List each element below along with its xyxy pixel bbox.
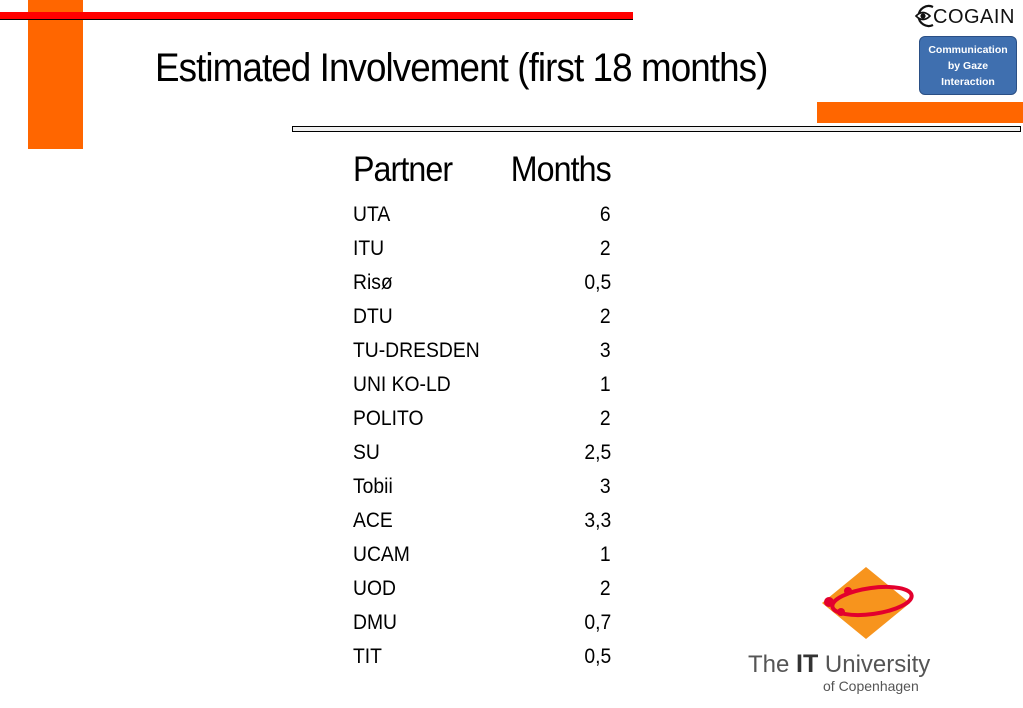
slide-title: Estimated Involvement (first 18 months) [155,46,768,90]
cogain-tagline-line: Interaction [941,76,995,88]
months-cell: 6 [600,203,611,226]
partner-cell: UNI KO-LD [353,373,451,396]
itu-university: University [818,651,931,678]
eye-icon [914,4,934,28]
months-cell: 3,3 [584,509,611,532]
partner-cell: Risø [353,271,393,294]
partner-cell: ACE [353,509,393,532]
months-cell: 1 [600,543,611,566]
table-row: Risø 0,5 [353,266,615,300]
decorative-grey-rule [292,126,1021,132]
itu-subtitle: of Copenhagen [823,678,919,694]
table-row: UNI KO-LD 1 [353,368,615,402]
cogain-tagline-line: Communication [928,44,1008,56]
cogain-tagline-line: by Gaze [947,60,989,72]
partner-cell: SU [353,441,380,464]
table-row: Tobii 3 [353,470,615,504]
partner-cell: UOD [353,577,396,600]
header-partner: Partner [353,150,453,189]
cogain-wordmark: COGAIN [933,6,1015,28]
table-header: Partner Months [353,148,615,198]
table-row: UCAM 1 [353,538,615,572]
decorative-orange-bar-left [28,0,83,149]
itu-wordmark: The IT University [748,650,930,679]
cogain-logo: COGAIN Communication by Gaze Interaction [913,2,1019,96]
months-cell: 2 [600,237,611,260]
table-row: ACE 3,3 [353,504,615,538]
partner-cell: Tobii [353,475,393,498]
decorative-orange-bar-right [817,102,1023,123]
months-cell: 1 [600,373,611,396]
months-cell: 2 [600,407,611,430]
table-row: UTA 6 [353,198,615,232]
decorative-red-rule [0,12,633,19]
table-row: POLITO 2 [353,402,615,436]
months-cell: 2 [600,305,611,328]
itu-emblem-icon [822,567,914,639]
months-cell: 2,5 [584,441,611,464]
partner-cell: TIT [353,645,382,668]
partner-cell: UTA [353,203,391,226]
partner-cell: ITU [353,237,385,260]
partner-cell: UCAM [353,543,410,566]
table-row: DTU 2 [353,300,615,334]
partner-cell: DMU [353,611,398,634]
months-cell: 0,7 [584,611,611,634]
months-cell: 0,5 [584,271,611,294]
months-cell: 3 [600,339,611,362]
partner-cell: DTU [353,305,393,328]
table-row: TU-DRESDEN 3 [353,334,615,368]
table-row: TIT 0,5 [353,640,615,674]
table-row: SU 2,5 [353,436,615,470]
cogain-tagline-box: Communication by Gaze Interaction [919,36,1017,95]
partner-cell: POLITO [353,407,424,430]
table-row: UOD 2 [353,572,615,606]
itu-the: The [748,651,797,678]
header-months: Months [510,150,612,189]
itu-it: IT [796,650,819,678]
table-row: ITU 2 [353,232,615,266]
partner-cell: TU-DRESDEN [353,339,480,362]
months-cell: 3 [600,475,611,498]
months-cell: 2 [600,577,611,600]
involvement-table: Partner Months UTA 6 ITU 2 Risø 0,5 DTU 2 TU-DRE… [353,148,615,674]
itu-logo: The IT University of Copenhagen [745,565,945,700]
table-body: UTA 6 ITU 2 Risø 0,5 DTU 2 TU-DRESDEN 3 UNI KO-LD 1… [353,198,615,674]
table-row: DMU 0,7 [353,606,615,640]
months-cell: 0,5 [584,645,611,668]
